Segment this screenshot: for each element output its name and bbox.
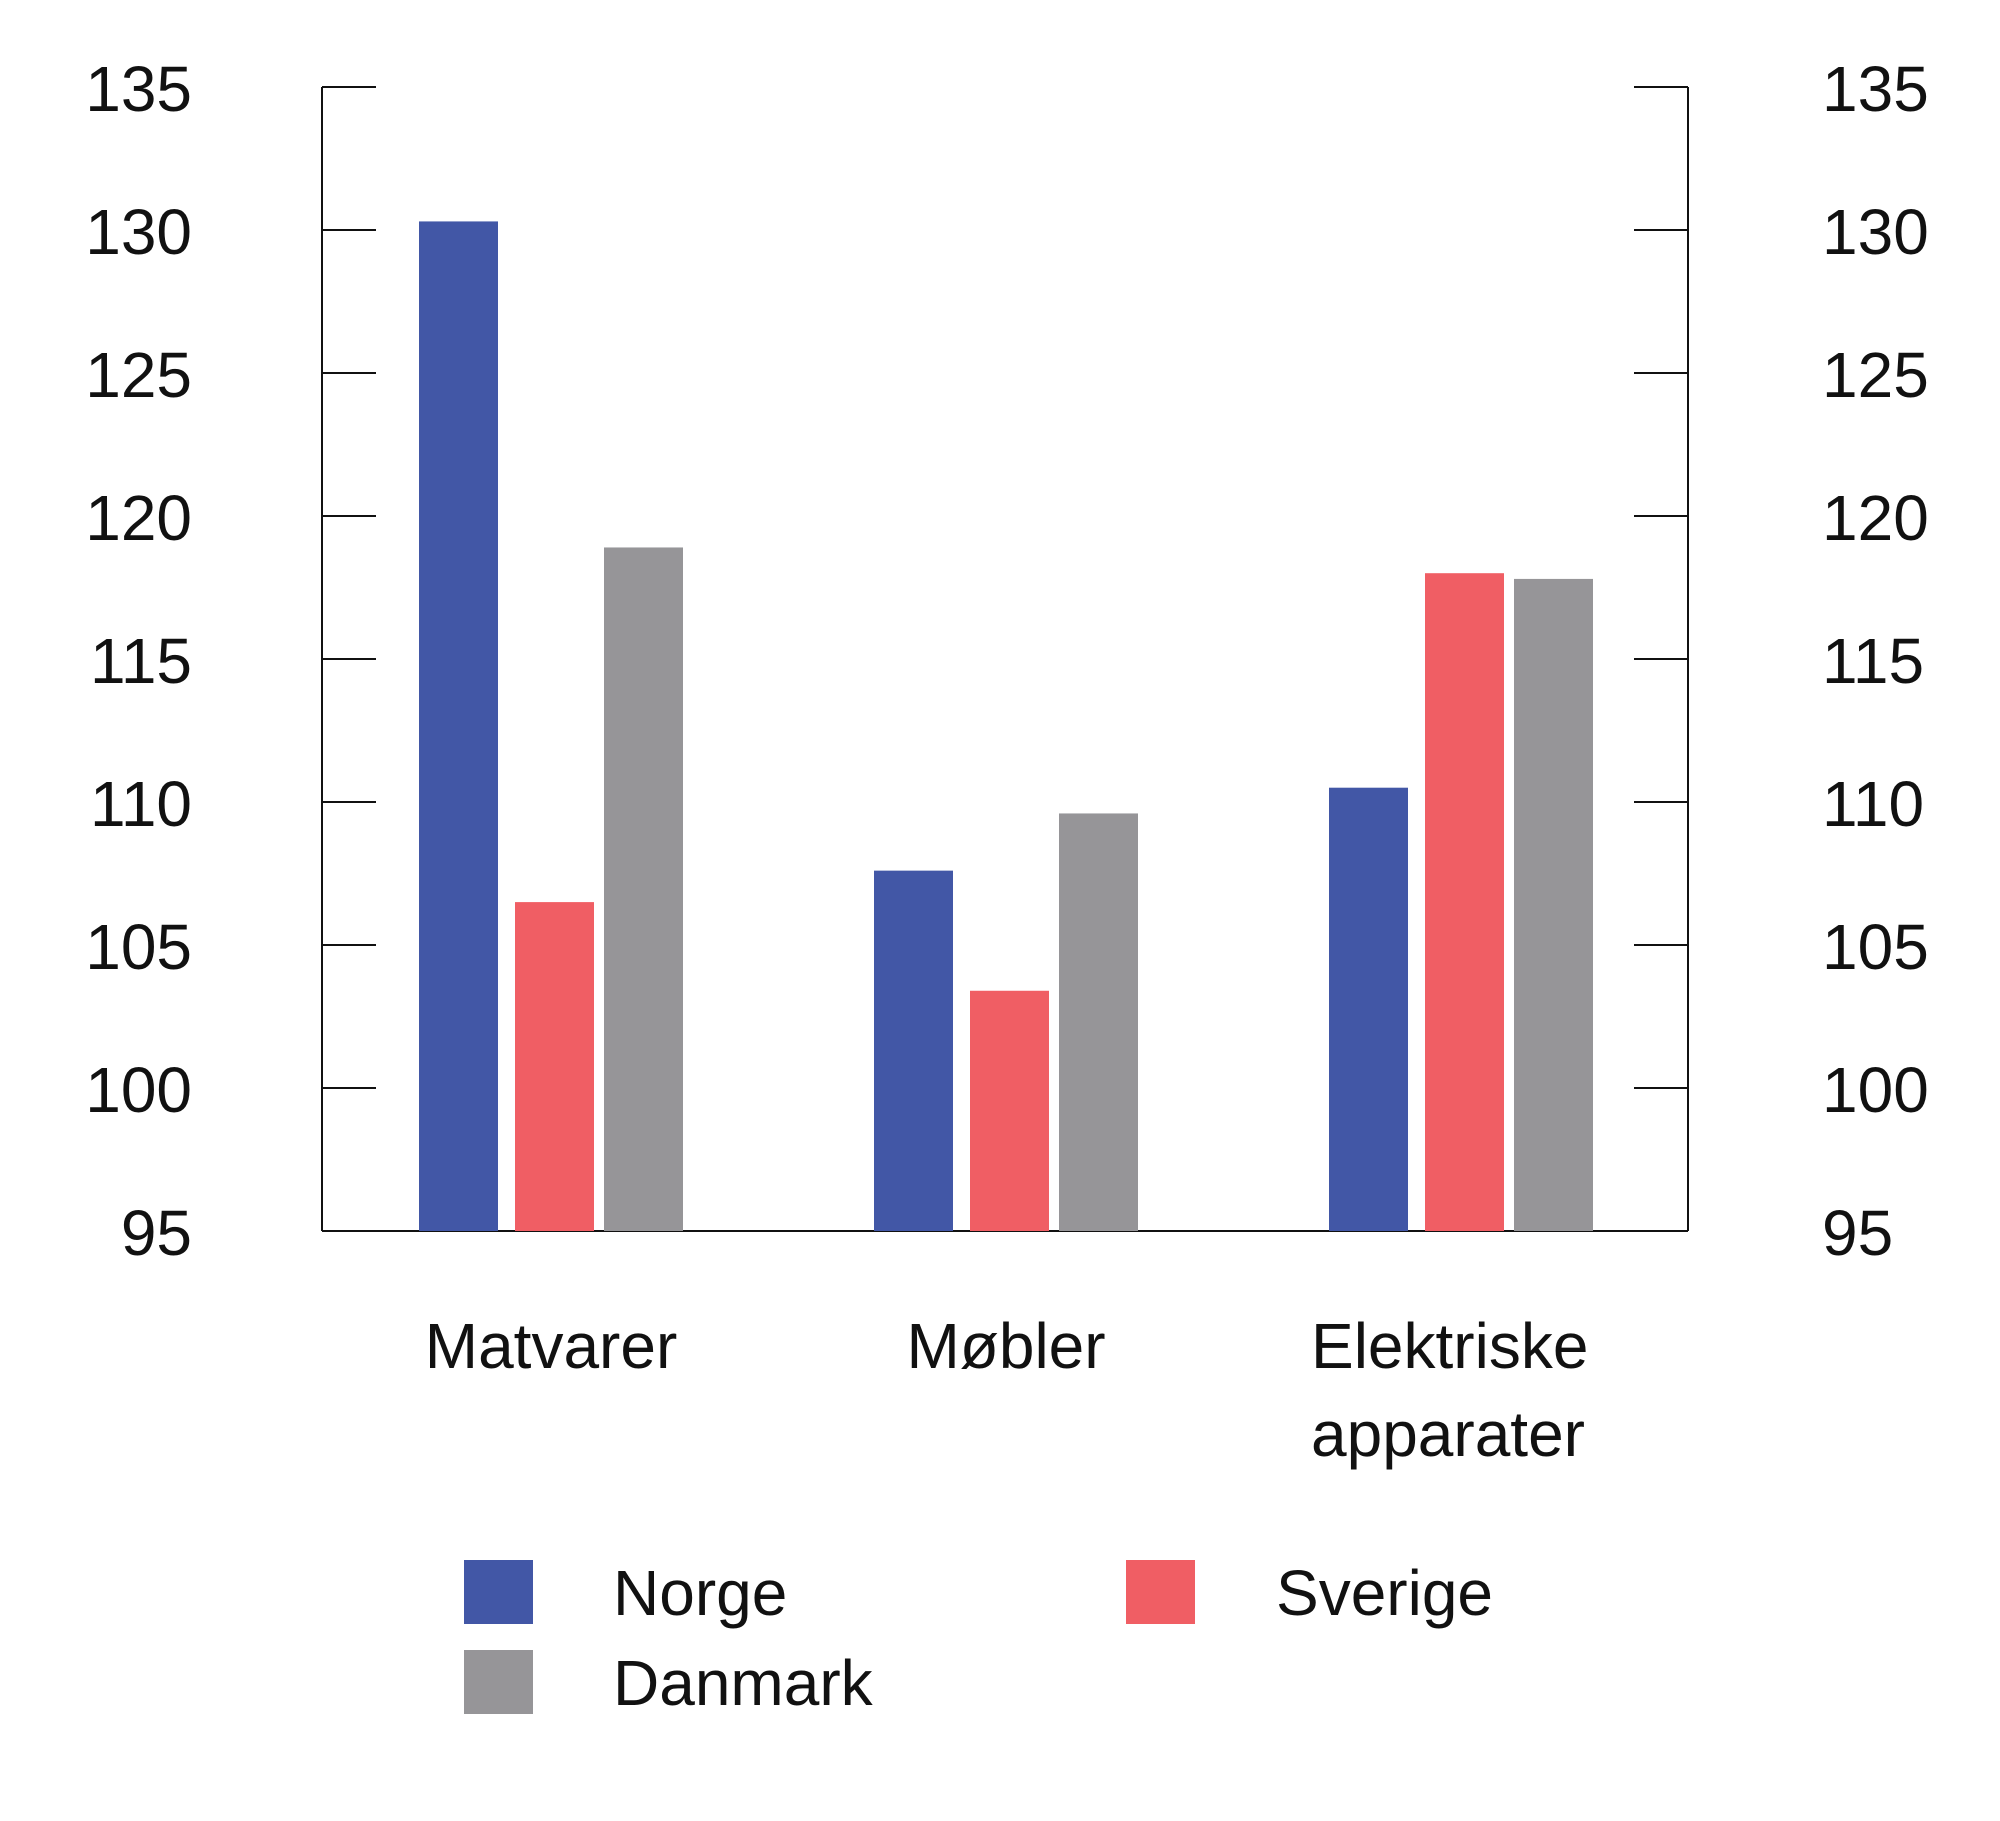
category-label: apparater (1311, 1398, 1585, 1470)
right-tick-label: 125 (1822, 339, 1929, 411)
left-tick-label: 95 (121, 1197, 192, 1269)
left-tick-label: 110 (90, 768, 192, 840)
bar-sverige (515, 902, 594, 1231)
right-tick-label: 115 (1822, 625, 1924, 697)
bar-norge (1329, 787, 1408, 1231)
left-tick-label: 120 (85, 482, 192, 554)
right-tick-label: 105 (1822, 911, 1929, 983)
bar-sverige (1425, 573, 1504, 1231)
bar-danmark (1514, 578, 1593, 1231)
legend-swatch-norge (464, 1560, 533, 1624)
right-tick-label: 120 (1822, 482, 1929, 554)
bar-norge (874, 870, 953, 1231)
right-tick-label: 100 (1822, 1054, 1929, 1126)
left-tick-label: 130 (85, 196, 192, 268)
right-tick-label: 95 (1822, 1197, 1893, 1269)
left-tick-label: 105 (85, 911, 192, 983)
legend-label-danmark: Danmark (613, 1647, 874, 1719)
left-tick-label: 115 (90, 625, 192, 697)
bar-danmark (604, 547, 683, 1231)
bar-danmark (1059, 813, 1138, 1231)
right-tick-label: 110 (1822, 768, 1924, 840)
left-tick-label: 100 (85, 1054, 192, 1126)
left-tick-label: 125 (85, 339, 192, 411)
legend-swatch-sverige (1126, 1560, 1195, 1624)
bar-sverige (970, 990, 1049, 1231)
legend-swatch-danmark (464, 1650, 533, 1714)
legend-label-norge: Norge (613, 1557, 787, 1629)
category-label: Elektriske (1311, 1310, 1588, 1382)
category-label: Møbler (906, 1310, 1105, 1382)
legend-label-sverige: Sverige (1276, 1557, 1493, 1629)
right-tick-label: 135 (1822, 53, 1929, 125)
right-tick-label: 130 (1822, 196, 1929, 268)
category-label: Matvarer (425, 1310, 678, 1382)
left-tick-label: 135 (85, 53, 192, 125)
bar-norge (419, 221, 498, 1232)
